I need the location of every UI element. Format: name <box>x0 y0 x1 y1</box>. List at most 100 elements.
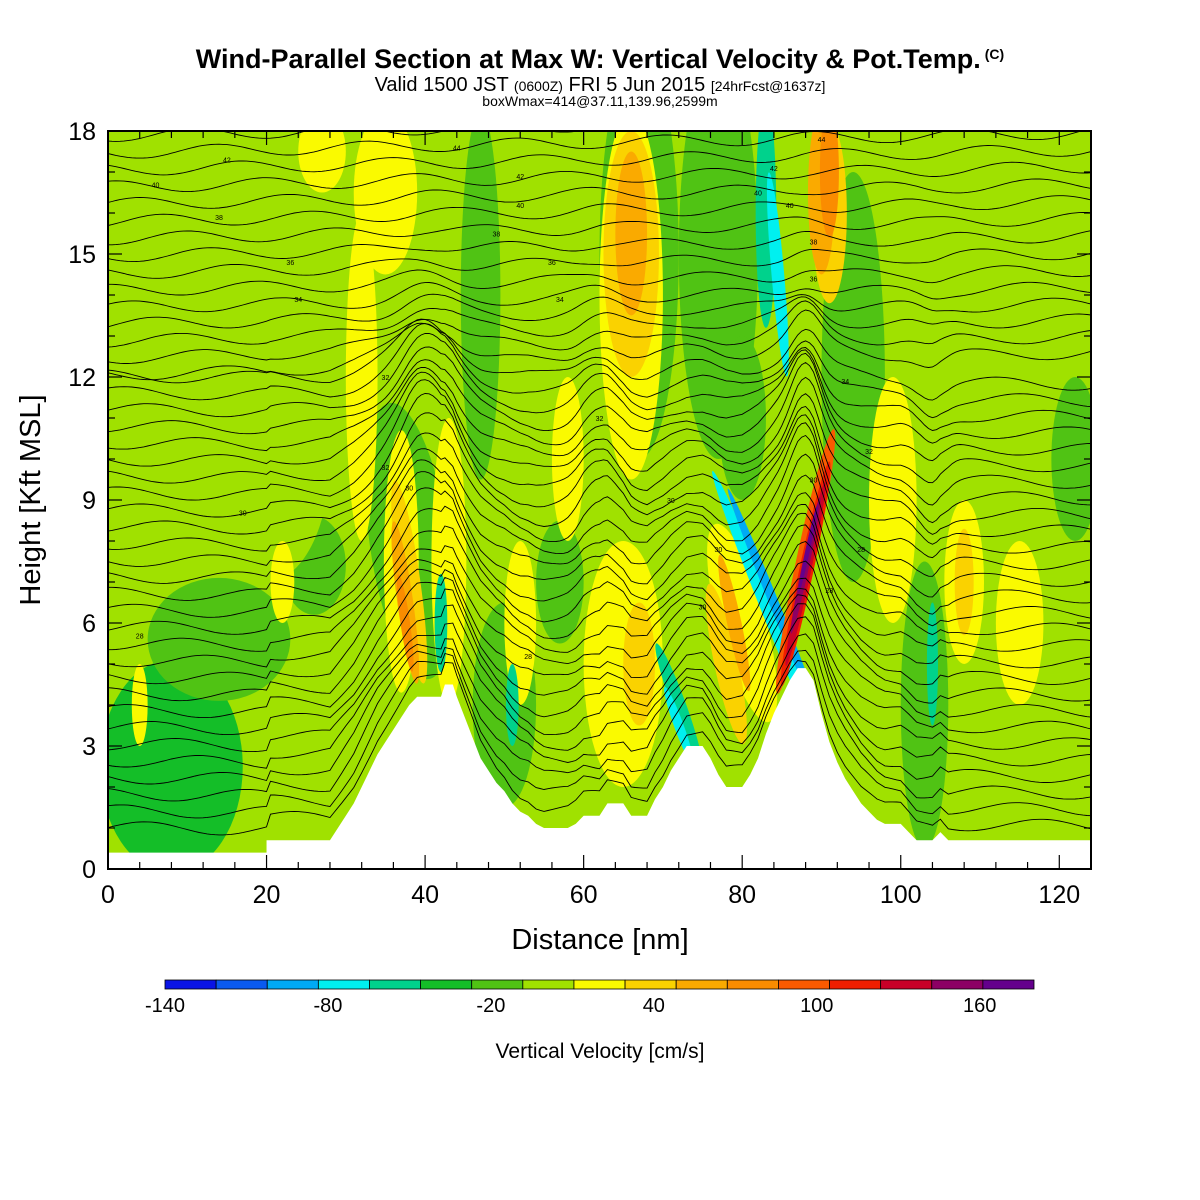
colorbar-swatch <box>471 979 524 990</box>
theta-contour-line <box>108 131 581 142</box>
theta-contour-line <box>108 540 1091 685</box>
colorbar-swatch <box>880 979 933 990</box>
theta-contour-line <box>108 524 1091 669</box>
x-axis-label: Distance [nm] <box>511 924 688 956</box>
valid-time-line: Valid 1500 JST (0600Z) FRI 5 Jun 2015 [2… <box>0 74 1200 97</box>
theta-contour-label: 38 <box>493 232 501 239</box>
x-axis: 0 20 40 60 80 100 120 <box>101 131 1092 909</box>
theta-contour-line <box>108 471 1091 615</box>
theta-contour-label: 32 <box>865 449 873 456</box>
theta-contour-line <box>108 211 1091 246</box>
colorbar-swatch <box>369 979 421 990</box>
theta-contour-label: 32 <box>382 465 390 472</box>
theta-contour-line <box>108 393 1091 535</box>
x-tick-label: 60 <box>570 881 598 909</box>
theta-contour-line <box>108 265 1091 296</box>
theta-contour-label: 42 <box>516 174 524 181</box>
theta-contour-line <box>108 332 1091 431</box>
velocity-cell <box>345 213 378 541</box>
colorbar-tick-label: 100 <box>800 995 833 1017</box>
y-tick-label: 9 <box>82 487 96 515</box>
box-max-info: boxWmax=414@37.11,139.96,2599m <box>482 93 718 109</box>
theta-contour-label: 30 <box>239 510 247 517</box>
theta-contour-label: 28 <box>136 633 144 640</box>
colorbar-swatch <box>778 979 830 990</box>
velocity-cell <box>551 377 584 541</box>
theta-contour-line <box>108 512 1091 652</box>
velocity-cell <box>298 131 346 193</box>
theta-contour-label: 40 <box>754 191 762 198</box>
y-tick-label: 6 <box>82 610 96 638</box>
colorbar-swatch <box>982 979 1035 990</box>
colorbar-swatch <box>164 979 217 990</box>
theta-contour-label: 40 <box>516 203 524 210</box>
copyright-mark: (C) <box>984 46 1005 62</box>
velocity-cell <box>396 574 414 672</box>
colorbar-swatch <box>931 979 984 990</box>
valid-prefix: Valid 1500 JST <box>374 74 509 96</box>
colorbar-tick-label: 160 <box>963 995 996 1017</box>
colorbar-swatch <box>829 979 882 990</box>
theta-contour-line <box>108 281 1091 313</box>
valid-date: FRI 5 Jun 2015 <box>568 74 706 96</box>
theta-contour-line <box>108 587 1091 736</box>
theta-contour-line <box>108 649 1091 819</box>
y-tick-label: 12 <box>68 364 96 392</box>
velocity-cell <box>615 151 648 316</box>
theta-contour-label: 40 <box>786 203 794 210</box>
theta-contour-label: 38 <box>215 215 223 222</box>
valid-utc: (0600Z) <box>513 78 563 94</box>
velocity-cell <box>869 377 917 623</box>
y-tick-label: 15 <box>68 241 96 269</box>
theta-contour-label: 40 <box>152 182 160 189</box>
theta-contour-label: 28 <box>825 588 833 595</box>
colorbar-swatch <box>726 979 779 990</box>
theta-contour-line <box>108 296 1091 348</box>
colorbar-swatch <box>522 979 575 990</box>
x-tick-label: 80 <box>728 881 756 909</box>
theta-contour-label: 36 <box>810 277 818 284</box>
theta-contour-label: 30 <box>810 478 818 485</box>
theta-contour-label: 28 <box>857 547 865 554</box>
theta-contour-line <box>108 131 1083 159</box>
theta-contour-line <box>108 434 1091 577</box>
theta-contour-line <box>108 371 1091 506</box>
colorbar-swatch <box>420 979 473 990</box>
velocity-cell <box>655 643 703 767</box>
theta-contour-line <box>108 178 1091 209</box>
theta-contour-line <box>108 248 1091 279</box>
theta-contour-label: 44 <box>818 137 826 144</box>
colorbar-swatch <box>317 979 370 990</box>
theta-contour-line <box>108 161 1091 193</box>
x-tick-label: 20 <box>253 881 281 909</box>
theta-contour-line <box>108 503 1091 636</box>
velocity-cell <box>505 664 519 746</box>
theta-contour-label: 28 <box>524 654 532 661</box>
x-tick-label: 120 <box>1038 881 1080 909</box>
colorbar-swatch <box>624 979 677 990</box>
theta-contour-label: 34 <box>294 297 302 304</box>
velocity-cell <box>766 172 789 377</box>
velocity-cell <box>718 554 751 692</box>
theta-contour-line <box>108 576 1091 719</box>
colorbar-tick-label: -140 <box>145 995 185 1017</box>
theta-contour-line <box>108 594 1091 753</box>
velocity-cell <box>147 577 291 701</box>
velocity-cell <box>664 686 694 765</box>
colorbar-swatch <box>675 979 728 990</box>
velocity-cell <box>819 131 839 238</box>
theta-contour-line <box>108 422 1091 559</box>
forecast-info: [24hrFcst@1637z] <box>710 78 826 94</box>
velocity-cell <box>705 583 747 745</box>
theta-contour-labels: 42 40 38 36 34 32 32 30 30 28 44 42 40 38 36 34 32 30 30 30… <box>136 137 873 661</box>
theta-contour-label: 44 <box>453 145 461 152</box>
theta-contour-label: 30 <box>667 498 675 505</box>
theta-contour-label: 42 <box>770 166 778 173</box>
colorbar-swatch <box>215 979 268 990</box>
terrain <box>108 668 1091 869</box>
theta-contour-label: 42 <box>223 158 231 165</box>
y-tick-label: 0 <box>82 856 96 884</box>
velocity-cell <box>954 528 974 636</box>
